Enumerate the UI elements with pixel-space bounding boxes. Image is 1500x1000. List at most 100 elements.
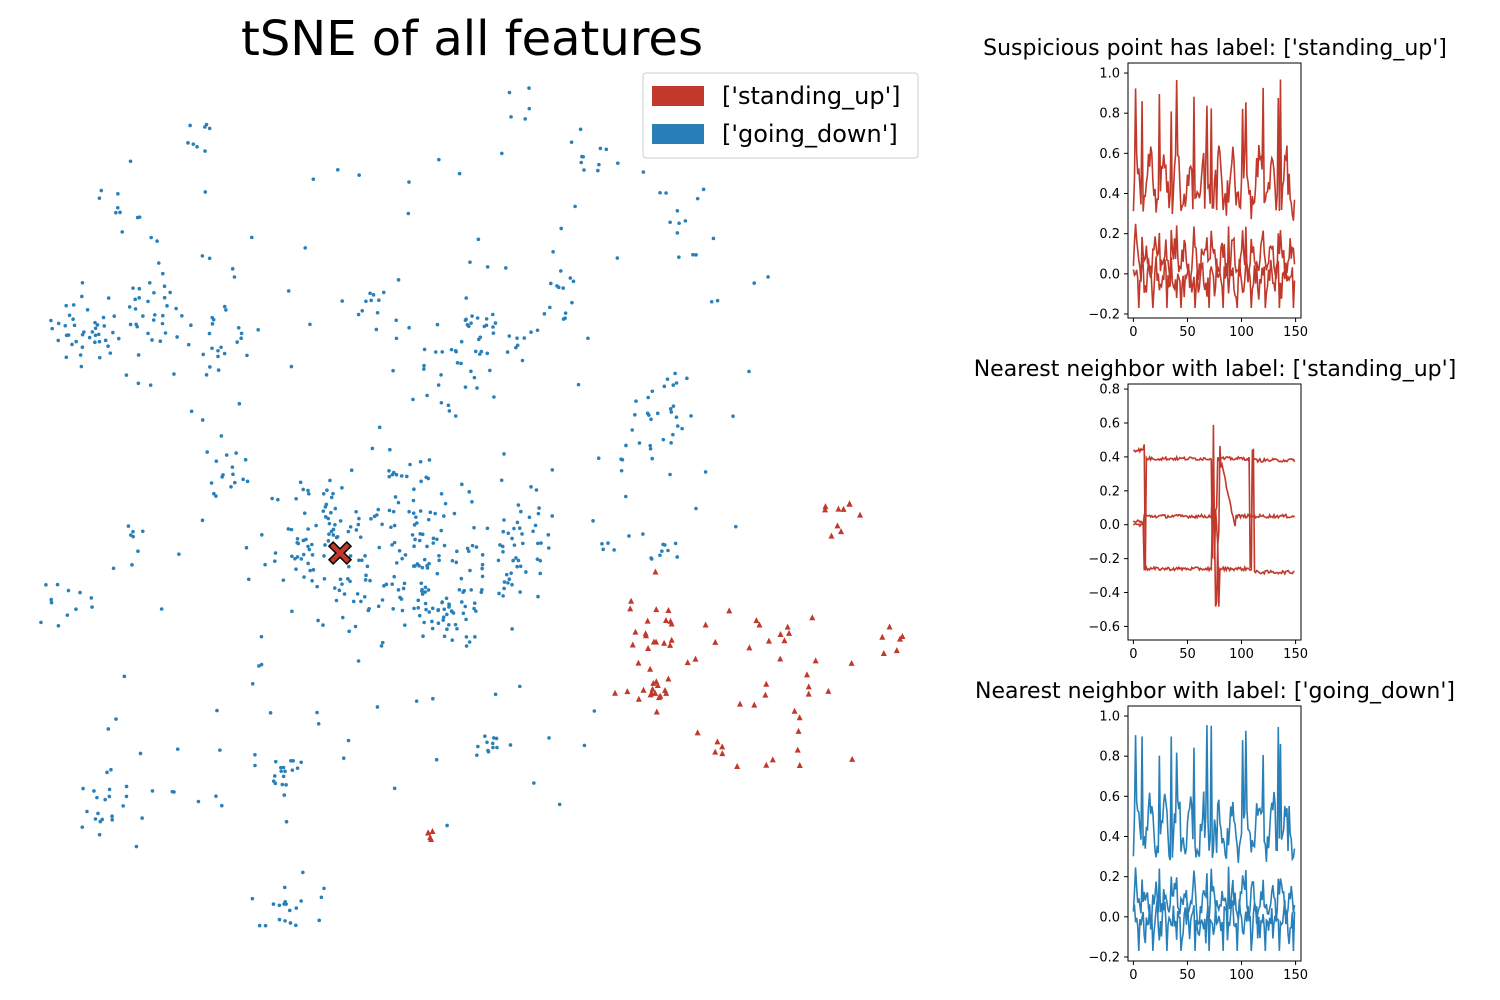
scatter-point-going-down: [436, 383, 441, 387]
scatter-point-going-down: [111, 330, 115, 335]
scatter-point-going-down: [520, 358, 525, 363]
scatter-point-going-down: [358, 535, 363, 539]
scatter-point-going-down: [71, 303, 76, 307]
scatter-point-going-down: [600, 541, 604, 546]
scatter-point-going-down: [442, 514, 446, 518]
scatter-point-going-down: [209, 481, 214, 485]
scatter-point-going-down: [216, 368, 221, 372]
legend-swatch-going-down: [652, 124, 704, 144]
scatter-point-going-down: [338, 577, 343, 582]
scatter-point-going-down: [221, 473, 225, 477]
scatter-point-going-down: [149, 235, 153, 240]
scatter-point-going-down: [637, 441, 642, 445]
scatter-point-going-down: [464, 317, 468, 322]
scatter-point-going-down: [527, 86, 531, 90]
scatter-point-going-down: [546, 546, 551, 550]
x-tick-label: 0: [1129, 325, 1137, 340]
scatter-point-going-down: [280, 782, 285, 787]
scatter-point-standing-up: [796, 761, 803, 768]
scatter-point-going-down: [497, 591, 501, 596]
scatter-point-going-down: [436, 621, 441, 625]
scatter-point-standing-up: [781, 637, 788, 644]
scatter-point-going-down: [92, 789, 96, 793]
scatter-point-going-down: [340, 582, 344, 586]
scatter-point-going-down: [245, 353, 249, 358]
scatter-point-going-down: [485, 740, 489, 745]
scatter-point-going-down: [210, 346, 214, 351]
scatter-point-going-down: [80, 280, 85, 285]
scatter-point-going-down: [301, 870, 305, 875]
scatter-point-going-down: [141, 529, 145, 534]
scatter-point-standing-up: [777, 631, 784, 638]
scatter-point-going-down: [241, 477, 245, 482]
scatter-point-going-down: [207, 126, 212, 131]
scatter-point-going-down: [286, 527, 291, 531]
scatter-point-going-down: [506, 581, 510, 585]
legend-swatch-standing-up: [652, 86, 704, 106]
scatter-point-going-down: [93, 333, 98, 338]
scatter-point-going-down: [90, 330, 95, 334]
scatter-point-going-down: [502, 452, 506, 456]
scatter-point-going-down: [346, 738, 351, 743]
series-line: [1132, 448, 1295, 607]
scatter-point-going-down: [689, 414, 693, 418]
scatter-point-going-down: [272, 774, 277, 778]
scatter-point-going-down: [289, 364, 294, 369]
scatter-point-going-down: [568, 276, 573, 280]
scatter-point-going-down: [363, 578, 368, 582]
scatter-point-going-down: [162, 284, 167, 289]
scatter-point-going-down: [294, 906, 299, 910]
scatter-point-going-down: [569, 140, 574, 144]
scatter-point-going-down: [224, 453, 229, 457]
scatter-point-going-down: [354, 528, 359, 532]
scatter-point-going-down: [204, 373, 209, 377]
scatter-point-going-down: [407, 325, 411, 330]
scatter-point-going-down: [245, 479, 250, 484]
scatter-point-going-down: [674, 415, 679, 419]
scatter-point-going-down: [422, 347, 427, 352]
scatter-point-going-down: [394, 336, 399, 341]
scatter-point-going-down: [257, 923, 262, 928]
scatter-point-going-down: [50, 326, 54, 331]
scatter-point-going-down: [363, 554, 367, 558]
scatter-point-going-down: [407, 180, 411, 184]
scatter-point-going-down: [747, 369, 751, 374]
series-line: [1132, 79, 1296, 221]
scatter-point-going-down: [310, 553, 315, 557]
scatter-point-going-down: [97, 339, 102, 344]
scatter-point-going-down: [133, 307, 138, 311]
scatter-point-going-down: [468, 260, 472, 264]
scatter-point-going-down: [399, 597, 404, 601]
scatter-point-going-down: [494, 736, 499, 741]
scatter-point-going-down: [427, 458, 432, 462]
scatter-point-going-down: [56, 623, 61, 628]
scatter-point-going-down: [579, 160, 584, 165]
scatter-point-going-down: [232, 275, 237, 279]
scatter-point-going-down: [420, 565, 425, 570]
scatter-point-going-down: [256, 328, 260, 332]
scatter-point-going-down: [102, 324, 107, 328]
scatter-point-standing-up: [665, 607, 672, 614]
scatter-point-going-down: [433, 350, 438, 354]
scatter-point-going-down: [290, 554, 294, 559]
y-tick-label: 0.6: [1099, 790, 1120, 805]
scatter-point-going-down: [677, 255, 681, 259]
scatter-point-going-down: [175, 747, 180, 751]
scatter-point-going-down: [353, 624, 358, 629]
scatter-point-going-down: [205, 450, 209, 454]
scatter-point-going-down: [340, 299, 345, 303]
scatter-point-going-down: [411, 511, 416, 515]
scatter-point-going-down: [502, 586, 506, 591]
scatter-point-going-down: [514, 556, 518, 560]
scatter-point-going-down: [641, 532, 645, 536]
scatter-point-going-down: [160, 313, 165, 318]
scatter-point-standing-up: [684, 659, 691, 666]
scatter-point-going-down: [423, 585, 428, 590]
scatter-point-going-down: [649, 556, 653, 560]
scatter-point-going-down: [311, 177, 316, 181]
scatter-point-going-down: [601, 547, 606, 552]
scatter-point-going-down: [108, 351, 113, 355]
scatter-point-going-down: [96, 811, 100, 816]
scatter-point-going-down: [237, 401, 242, 406]
scatter-point-going-down: [63, 323, 68, 328]
